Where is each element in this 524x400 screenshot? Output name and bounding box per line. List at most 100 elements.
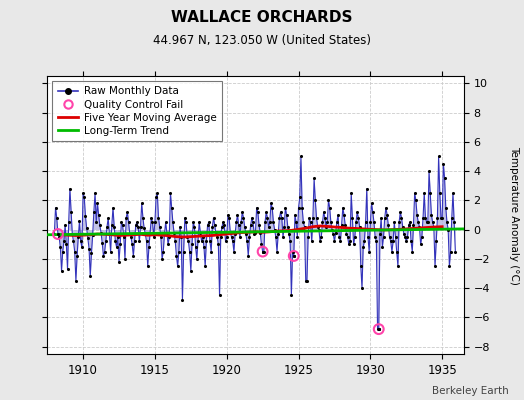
Point — [153, 190, 161, 196]
Point — [440, 175, 449, 182]
Point — [69, 238, 78, 244]
Point — [304, 234, 312, 240]
Point — [419, 215, 427, 221]
Point — [104, 215, 113, 221]
Point — [376, 231, 384, 237]
Point — [178, 297, 187, 303]
Point — [174, 248, 183, 255]
Point — [371, 234, 379, 240]
Point — [231, 231, 239, 237]
Point — [281, 204, 290, 211]
Point — [408, 248, 417, 255]
Point — [161, 219, 170, 226]
Point — [130, 238, 139, 244]
Point — [328, 226, 336, 233]
Point — [367, 200, 376, 206]
Point — [216, 234, 225, 240]
Point — [224, 212, 232, 218]
Point — [170, 229, 178, 236]
Point — [84, 235, 92, 242]
Point — [245, 234, 254, 240]
Point — [296, 194, 304, 201]
Point — [340, 212, 348, 218]
Point — [438, 215, 446, 221]
Point — [198, 238, 206, 244]
Point — [389, 238, 397, 244]
Point — [55, 234, 63, 240]
Point — [315, 226, 323, 233]
Point — [269, 219, 278, 226]
Point — [215, 292, 224, 299]
Point — [61, 222, 69, 228]
Point — [335, 234, 343, 240]
Point — [390, 219, 399, 226]
Point — [66, 186, 74, 192]
Point — [275, 215, 283, 221]
Point — [346, 238, 354, 244]
Point — [67, 209, 75, 215]
Point — [156, 224, 164, 230]
Point — [90, 209, 98, 215]
Point — [182, 219, 190, 226]
Point — [359, 244, 367, 250]
Point — [208, 224, 216, 230]
Point — [343, 234, 352, 240]
Point — [303, 278, 311, 284]
Point — [318, 219, 326, 226]
Point — [316, 238, 324, 244]
Point — [203, 222, 212, 228]
Point — [400, 231, 408, 237]
Point — [278, 215, 286, 221]
Point — [249, 219, 257, 226]
Point — [59, 248, 67, 255]
Point — [276, 209, 285, 215]
Point — [326, 219, 335, 226]
Point — [442, 204, 450, 211]
Point — [134, 224, 143, 230]
Point — [402, 238, 410, 244]
Point — [225, 215, 233, 221]
Point — [336, 238, 345, 244]
Point — [339, 204, 347, 211]
Point — [313, 224, 322, 230]
Point — [235, 222, 243, 228]
Point — [348, 215, 357, 221]
Point — [265, 224, 273, 230]
Point — [430, 224, 438, 230]
Point — [171, 238, 179, 244]
Point — [71, 248, 79, 255]
Point — [293, 234, 301, 240]
Point — [271, 234, 280, 240]
Point — [116, 241, 124, 248]
Point — [358, 285, 366, 291]
Point — [372, 238, 380, 244]
Point — [123, 209, 132, 215]
Point — [206, 238, 214, 244]
Point — [377, 215, 385, 221]
Point — [54, 231, 62, 237]
Point — [375, 326, 383, 332]
Point — [78, 244, 86, 250]
Point — [166, 190, 174, 196]
Point — [79, 190, 88, 196]
Point — [409, 222, 418, 228]
Point — [124, 219, 133, 226]
Point — [132, 222, 140, 228]
Point — [106, 248, 115, 255]
Point — [332, 229, 340, 236]
Point — [140, 225, 148, 231]
Point — [236, 234, 244, 240]
Point — [309, 215, 317, 221]
Point — [241, 224, 249, 230]
Point — [89, 232, 97, 239]
Point — [286, 238, 294, 244]
Point — [267, 200, 275, 206]
Point — [50, 231, 59, 237]
Point — [427, 212, 435, 218]
Point — [255, 222, 263, 228]
Point — [194, 238, 202, 244]
Point — [422, 219, 431, 226]
Point — [248, 215, 256, 221]
Point — [110, 224, 118, 230]
Point — [212, 231, 220, 237]
